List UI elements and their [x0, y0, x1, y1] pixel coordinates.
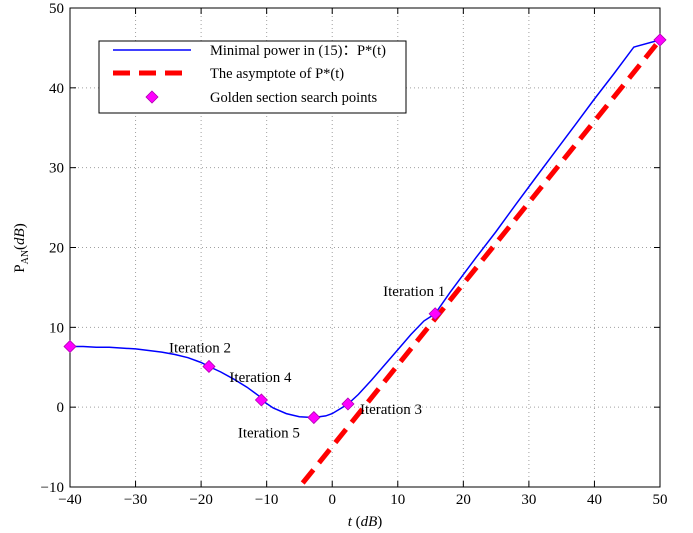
search-point-marker [428, 307, 442, 321]
minimal-power-curve [70, 39, 661, 419]
y-axis-label: PAN(dB) [12, 223, 31, 272]
iteration-annotations: Iteration 1 Iteration 2 Iteration 3 Iterati… [169, 284, 445, 442]
x-tick-label: −30 [124, 492, 147, 508]
x-tick-label: 40 [587, 492, 602, 508]
annotation-label: Iteration 3 [360, 402, 422, 418]
search-point-marker [653, 33, 667, 47]
asymptote-line [300, 38, 662, 485]
search-point-marker [341, 397, 355, 411]
axis-ticks: −40 −30 −20 −10 0 10 20 30 40 50 −10 0 10 20 30 40 50 [41, 1, 668, 508]
legend-swatch-marker [145, 90, 159, 104]
x-tick-label: −40 [58, 492, 81, 508]
x-tick-label: 20 [456, 492, 471, 508]
legend: Minimal power in (15)：P*(t) The asymptote… [98, 40, 407, 114]
legend-entry-label: Minimal power in (15)：P*(t) [210, 43, 386, 59]
search-point-marker [254, 393, 268, 407]
annotation-label: Iteration 2 [169, 340, 231, 356]
search-point-marker [307, 410, 321, 425]
x-tick-label: 0 [328, 492, 336, 508]
x-tick-label: 50 [653, 492, 668, 508]
annotation-label: Iteration 4 [229, 370, 292, 386]
x-axis-label: t (dB) [348, 514, 383, 530]
y-tick-label: 10 [49, 320, 64, 336]
x-tick-label: −20 [189, 492, 212, 508]
legend-entry-label: The asymptote of P*(t) [210, 66, 344, 82]
x-tick-label: 30 [521, 492, 536, 508]
search-point-marker [63, 339, 77, 354]
x-tick-label: 10 [390, 492, 405, 508]
x-tick-label: −10 [255, 492, 278, 508]
search-point-marker [202, 359, 216, 374]
y-tick-label: 50 [49, 1, 64, 17]
annotation-label: Iteration 5 [238, 426, 300, 442]
y-tick-label: 20 [49, 241, 64, 257]
y-tick-label: 30 [49, 161, 64, 177]
y-tick-label: 40 [49, 81, 64, 97]
annotation-label: Iteration 1 [383, 284, 445, 300]
y-tick-label: −10 [41, 480, 64, 496]
y-tick-label: 0 [57, 400, 65, 416]
legend-entry-label: Golden section search points [210, 90, 377, 106]
data-series [63, 33, 667, 485]
